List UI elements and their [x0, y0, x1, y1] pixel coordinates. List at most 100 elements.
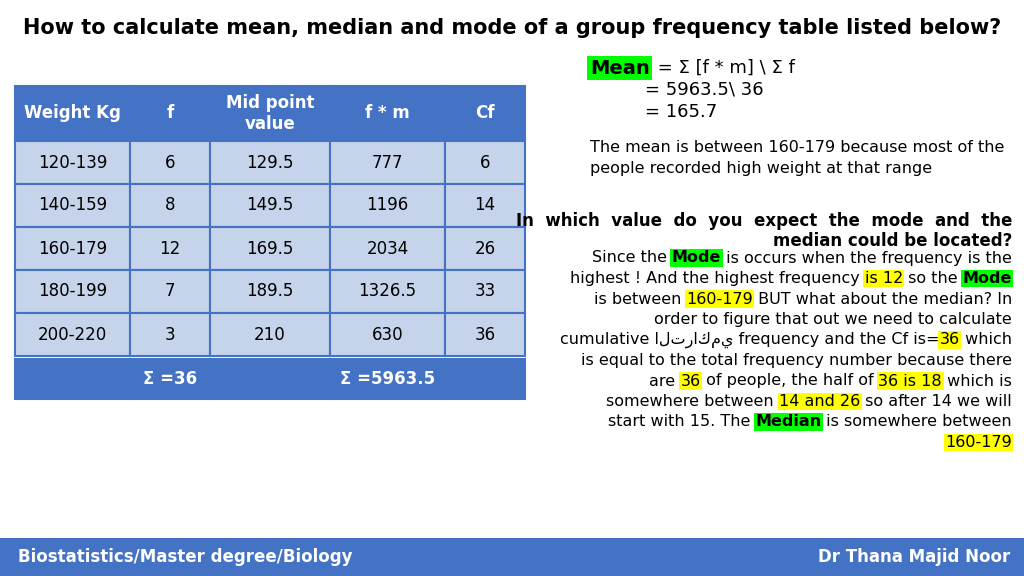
Bar [445, 359, 525, 399]
Bar [445, 141, 525, 184]
Bar [210, 227, 330, 270]
Text: 210: 210 [254, 325, 286, 343]
Text: = 165.7: = 165.7 [645, 103, 717, 121]
Bar [130, 184, 210, 227]
Text: 36 is 18: 36 is 18 [879, 373, 942, 388]
Text: 6: 6 [480, 153, 490, 172]
Text: 1196: 1196 [367, 196, 409, 214]
Text: 160-179: 160-179 [38, 240, 108, 257]
Bar [210, 270, 330, 313]
Bar [330, 184, 445, 227]
Text: 180-199: 180-199 [38, 282, 108, 301]
Text: 14 and 26: 14 and 26 [779, 394, 860, 409]
Bar [330, 359, 445, 399]
Bar [445, 227, 525, 270]
Text: Cf: Cf [475, 104, 495, 123]
Bar [15, 359, 130, 399]
Text: Biostatistics/Master degree/Biology: Biostatistics/Master degree/Biology [18, 548, 352, 566]
Bar [330, 270, 445, 313]
Text: f: f [166, 104, 174, 123]
Bar [15, 184, 130, 227]
Bar [210, 313, 330, 356]
Text: 36: 36 [474, 325, 496, 343]
Text: Since the: Since the [592, 251, 672, 266]
Text: The mean is between 160-179 because most of the
people recorded high weight at t: The mean is between 160-179 because most… [590, 140, 1005, 176]
Text: are: are [649, 373, 681, 388]
Text: How to calculate mean, median and mode of a group frequency table listed below?: How to calculate mean, median and mode o… [23, 18, 1001, 38]
Text: 26: 26 [474, 240, 496, 257]
Bar [130, 86, 210, 141]
Text: 160-179: 160-179 [686, 291, 753, 306]
Bar [15, 86, 130, 141]
Text: cumulative التراكمي frequency and the Cf is=: cumulative التراكمي frequency and the Cf… [560, 332, 940, 348]
Text: Mode: Mode [963, 271, 1012, 286]
Text: 630: 630 [372, 325, 403, 343]
Text: Mean: Mean [590, 59, 650, 78]
Text: In  which  value  do  you  expect  the  mode  and  the: In which value do you expect the mode an… [516, 212, 1012, 230]
Text: order to figure that out we need to calculate: order to figure that out we need to calc… [654, 312, 1012, 327]
Text: 36: 36 [681, 373, 700, 388]
Text: which is: which is [942, 373, 1012, 388]
Bar [0, 538, 1024, 576]
Bar [15, 227, 130, 270]
Text: which: which [961, 332, 1012, 347]
Text: 120-139: 120-139 [38, 153, 108, 172]
Text: 33: 33 [474, 282, 496, 301]
Bar [130, 313, 210, 356]
Text: is equal to the total frequency number because there: is equal to the total frequency number b… [581, 353, 1012, 368]
Bar [210, 86, 330, 141]
Bar [210, 184, 330, 227]
Text: 2034: 2034 [367, 240, 409, 257]
Text: 200-220: 200-220 [38, 325, 108, 343]
Bar [445, 86, 525, 141]
Text: 169.5: 169.5 [247, 240, 294, 257]
Text: so the: so the [903, 271, 963, 286]
Text: BUT what about the median? In: BUT what about the median? In [753, 291, 1012, 306]
Text: Weight Kg: Weight Kg [24, 104, 121, 123]
Text: 3: 3 [165, 325, 175, 343]
Text: Σ =5963.5: Σ =5963.5 [340, 370, 435, 388]
Text: Σ =36: Σ =36 [143, 370, 197, 388]
Text: highest ! And the highest frequency: highest ! And the highest frequency [569, 271, 864, 286]
Text: 12: 12 [160, 240, 180, 257]
Bar [15, 141, 130, 184]
Text: Dr Thana Majid Noor: Dr Thana Majid Noor [818, 548, 1010, 566]
Bar [15, 313, 130, 356]
Text: 14: 14 [474, 196, 496, 214]
Bar [330, 141, 445, 184]
Text: 129.5: 129.5 [246, 153, 294, 172]
Bar [330, 227, 445, 270]
Text: 36: 36 [940, 332, 961, 347]
Bar [130, 141, 210, 184]
Text: Median: Median [756, 415, 821, 430]
Text: is 12: is 12 [864, 271, 903, 286]
Bar [445, 313, 525, 356]
Bar [330, 86, 445, 141]
Bar [445, 184, 525, 227]
Text: median could be located?: median could be located? [773, 232, 1012, 250]
Text: Mode: Mode [672, 251, 721, 266]
Text: 8: 8 [165, 196, 175, 214]
Text: is somewhere between: is somewhere between [821, 415, 1012, 430]
Text: is occurs when the frequency is the: is occurs when the frequency is the [721, 251, 1012, 266]
Bar [130, 227, 210, 270]
Text: 1326.5: 1326.5 [358, 282, 417, 301]
Text: = Σ [f * m] \ Σ f: = Σ [f * m] \ Σ f [651, 59, 795, 77]
Bar [130, 270, 210, 313]
Text: 189.5: 189.5 [247, 282, 294, 301]
Bar [15, 270, 130, 313]
Text: = 5963.5\ 36: = 5963.5\ 36 [645, 81, 764, 99]
Text: 6: 6 [165, 153, 175, 172]
Bar [210, 359, 330, 399]
Bar [330, 313, 445, 356]
Text: 149.5: 149.5 [247, 196, 294, 214]
Text: 140-159: 140-159 [38, 196, 108, 214]
Text: 7: 7 [165, 282, 175, 301]
Text: so after 14 we will: so after 14 we will [860, 394, 1012, 409]
Text: of people, the half of: of people, the half of [700, 373, 879, 388]
Bar [445, 270, 525, 313]
Text: start with 15. The: start with 15. The [608, 415, 756, 430]
Text: 160-179: 160-179 [945, 435, 1012, 450]
Text: somewhere between: somewhere between [606, 394, 779, 409]
Text: f * m: f * m [366, 104, 410, 123]
